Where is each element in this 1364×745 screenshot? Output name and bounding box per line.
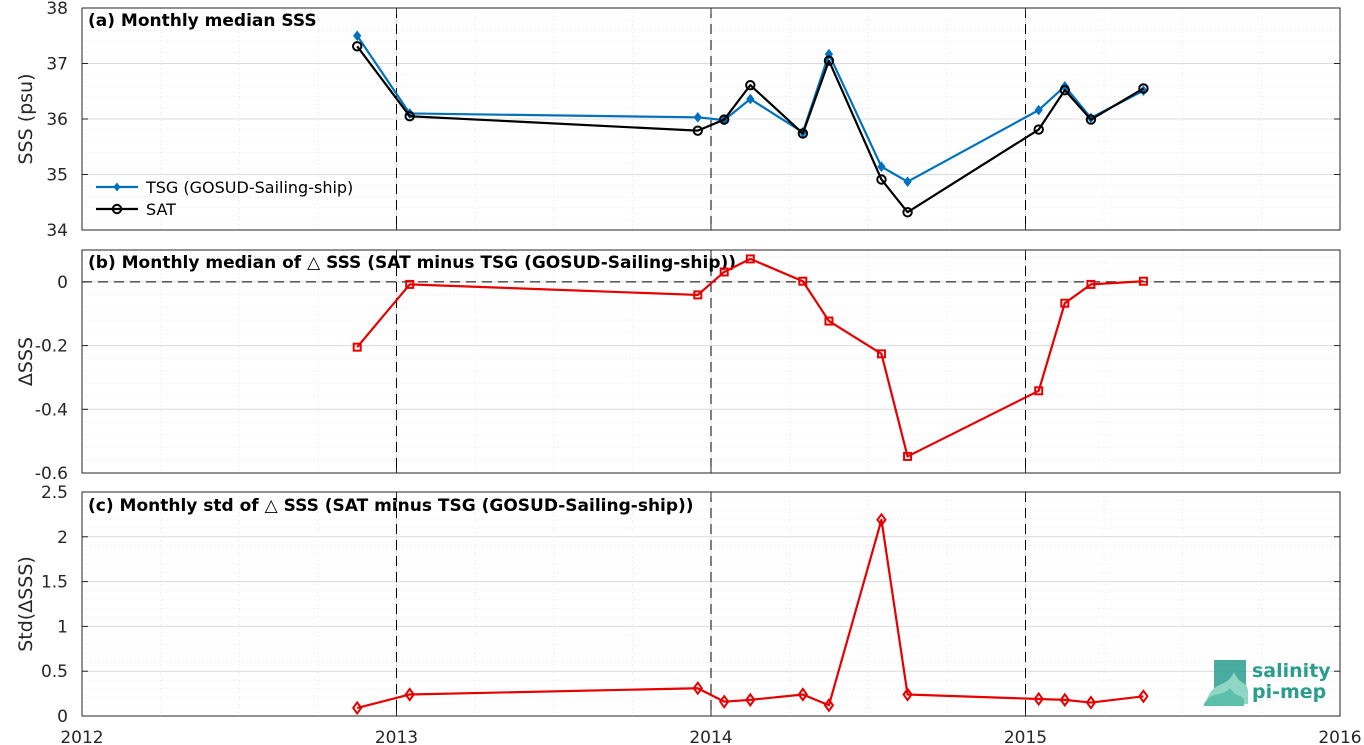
y-axis-title: SSS (psu) bbox=[15, 73, 37, 164]
x-tick-label: 2016 bbox=[1318, 728, 1361, 745]
data-point bbox=[1086, 279, 1096, 289]
legend: TSG (GOSUD-Sailing-ship) SAT bbox=[96, 178, 353, 219]
legend-label: SAT bbox=[146, 200, 176, 219]
data-point bbox=[746, 93, 755, 105]
legend-marker bbox=[113, 182, 121, 192]
data-point bbox=[902, 687, 913, 702]
y-tick-label: 0 bbox=[57, 707, 68, 727]
legend-label: TSG (GOSUD-Sailing-ship) bbox=[145, 178, 353, 197]
salinity-pi-mep-logo: salinity pi-mep bbox=[1204, 660, 1331, 706]
data-point bbox=[876, 174, 887, 185]
y-tick-label: 37 bbox=[46, 55, 68, 75]
y-tick-label: -0.2 bbox=[35, 337, 68, 357]
data-point bbox=[693, 290, 703, 300]
series-line-1 bbox=[356, 518, 1144, 710]
data-point bbox=[1060, 298, 1070, 308]
data-point bbox=[877, 161, 886, 173]
y-tick-label: 2 bbox=[57, 528, 68, 548]
data-point bbox=[353, 30, 362, 42]
series-line-2 bbox=[356, 45, 1144, 214]
logo-text-line1: salinity bbox=[1252, 660, 1331, 682]
data-point bbox=[1085, 695, 1097, 710]
series-line-1 bbox=[356, 257, 1144, 458]
logo-wave-icon bbox=[1204, 660, 1248, 706]
data-point bbox=[903, 176, 912, 188]
panel-title: (c) Monthly std of △ SSS (SAT minus TSG … bbox=[88, 496, 694, 516]
data-point bbox=[719, 267, 729, 277]
data-point bbox=[1034, 386, 1044, 396]
panel-title: (a) Monthly median SSS bbox=[88, 11, 317, 31]
y-tick-label: 35 bbox=[46, 166, 68, 186]
data-point bbox=[1033, 124, 1044, 135]
x-tick-label: 2012 bbox=[60, 728, 103, 745]
data-point bbox=[719, 114, 730, 125]
data-point bbox=[745, 692, 756, 708]
data-point bbox=[1138, 83, 1149, 94]
data-point bbox=[404, 111, 415, 122]
y-tick-label: 36 bbox=[46, 110, 68, 130]
data-point bbox=[876, 349, 886, 359]
logo-text-line2: pi-mep bbox=[1252, 681, 1326, 703]
data-point bbox=[745, 79, 756, 91]
data-point bbox=[903, 451, 913, 461]
data-point bbox=[902, 207, 913, 218]
y-tick-label: -0.4 bbox=[35, 400, 68, 420]
data-point bbox=[692, 125, 703, 136]
y-tick-label: 0.5 bbox=[41, 662, 68, 682]
data-point bbox=[1059, 692, 1071, 708]
y-tick-label: 38 bbox=[46, 0, 68, 19]
data-point bbox=[1033, 691, 1044, 707]
y-tick-label: 1.5 bbox=[41, 573, 68, 593]
y-tick-label: 1 bbox=[57, 617, 68, 637]
y-tick-label: 0 bbox=[57, 273, 68, 293]
data-point bbox=[824, 316, 834, 326]
data-point bbox=[1138, 689, 1149, 704]
data-point bbox=[692, 681, 704, 696]
y-axis-title: ΔSSS bbox=[15, 337, 37, 386]
data-point bbox=[352, 342, 362, 352]
data-point bbox=[351, 41, 363, 52]
y-axis-title: Std(ΔSSS) bbox=[15, 556, 37, 652]
data-point bbox=[405, 279, 415, 289]
data-point bbox=[1085, 114, 1097, 125]
data-point bbox=[823, 55, 835, 66]
data-point bbox=[404, 687, 415, 702]
data-point bbox=[797, 128, 809, 139]
y-tick-label: -0.6 bbox=[35, 464, 68, 484]
x-tick-label: 2015 bbox=[1004, 728, 1047, 745]
panel-a: 34 35 36 37 38 SSS (psu) (a) Monthly median SS… bbox=[15, 0, 1341, 241]
data-point bbox=[1059, 84, 1071, 96]
data-point bbox=[876, 512, 887, 527]
data-point bbox=[1138, 276, 1148, 286]
data-point bbox=[823, 698, 835, 713]
panel-b: -0.6 -0.4 -0.2 0 ΔSSS (b) Monthly median of △… bbox=[15, 249, 1341, 484]
y-tick-label: 2.5 bbox=[41, 483, 68, 503]
data-point bbox=[797, 687, 809, 702]
data-point bbox=[718, 694, 730, 709]
data-point bbox=[745, 254, 755, 264]
panel-title: (b) Monthly median of △ SSS (SAT minus T… bbox=[88, 253, 736, 273]
x-tick-label: 2013 bbox=[375, 728, 418, 745]
data-point bbox=[798, 276, 808, 286]
panel-c: 0 0.5 1 1.5 2 2.5 2012 2013 2014 2015 2016 Std(ΔSSS… bbox=[15, 483, 1362, 745]
data-point bbox=[1034, 104, 1043, 116]
y-tick-label: 34 bbox=[46, 221, 68, 241]
data-point bbox=[693, 112, 702, 123]
data-point bbox=[351, 700, 363, 716]
legend-marker bbox=[111, 203, 123, 215]
x-tick-label: 2014 bbox=[689, 728, 732, 745]
